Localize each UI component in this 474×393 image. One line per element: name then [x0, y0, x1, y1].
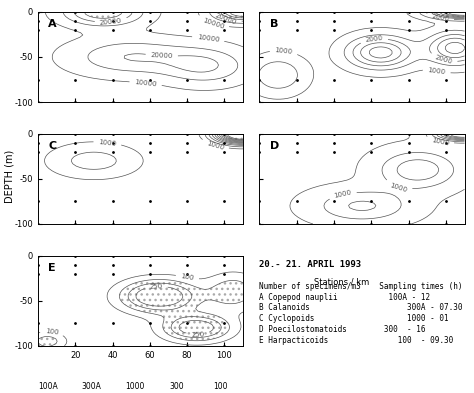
Text: 20.- 21. APRIL 1993: 20.- 21. APRIL 1993 [259, 260, 362, 269]
Text: 100: 100 [180, 273, 194, 281]
Text: 1000: 1000 [98, 139, 117, 147]
Text: 100A: 100A [38, 382, 58, 391]
Text: 1000: 1000 [431, 137, 450, 146]
Text: 2000: 2000 [431, 13, 449, 22]
Text: E Harpacticoids               100  - 09.30: E Harpacticoids 100 - 09.30 [259, 336, 454, 345]
Text: D: D [270, 141, 279, 151]
Text: C: C [48, 141, 56, 151]
Text: 20000: 20000 [100, 17, 122, 26]
Text: E: E [48, 263, 56, 273]
Text: Stations / km: Stations / km [314, 278, 369, 287]
Text: 10000: 10000 [197, 34, 220, 43]
Text: 2000: 2000 [434, 54, 453, 65]
Text: C Cyclopoids                    1000 - 01: C Cyclopoids 1000 - 01 [259, 314, 449, 323]
Text: 100: 100 [45, 328, 59, 336]
Text: A: A [48, 19, 57, 29]
Text: 1000: 1000 [126, 382, 145, 391]
Text: 250: 250 [149, 283, 163, 290]
Point [255, 9, 263, 15]
Point [34, 252, 42, 259]
Text: 1000: 1000 [389, 182, 408, 193]
Text: 20000: 20000 [150, 52, 173, 59]
Text: 1000: 1000 [333, 190, 352, 200]
Text: 250: 250 [191, 331, 205, 338]
Text: 100: 100 [213, 382, 228, 391]
Text: DEPTH (m): DEPTH (m) [5, 150, 15, 204]
Point [34, 9, 42, 15]
Text: 300A: 300A [82, 382, 101, 391]
Text: 20000: 20000 [214, 12, 237, 26]
Text: B: B [270, 19, 278, 29]
Text: Number of specimens/m3    Sampling times (h): Number of specimens/m3 Sampling times (h… [259, 282, 463, 291]
Text: 1000: 1000 [274, 47, 293, 55]
Text: 300: 300 [169, 382, 184, 391]
Text: 10000: 10000 [201, 17, 225, 30]
Text: 10000: 10000 [134, 79, 157, 87]
Text: 1000: 1000 [428, 67, 446, 75]
Text: D Poecilostomatoids        300  - 16: D Poecilostomatoids 300 - 16 [259, 325, 426, 334]
Text: B Calanoids                     300A - 07.30: B Calanoids 300A - 07.30 [259, 303, 463, 312]
Text: 1000: 1000 [206, 140, 225, 151]
Point [34, 130, 42, 137]
Text: 2000: 2000 [365, 35, 383, 44]
Text: A Copepod nauplii           100A - 12: A Copepod nauplii 100A - 12 [259, 292, 430, 301]
